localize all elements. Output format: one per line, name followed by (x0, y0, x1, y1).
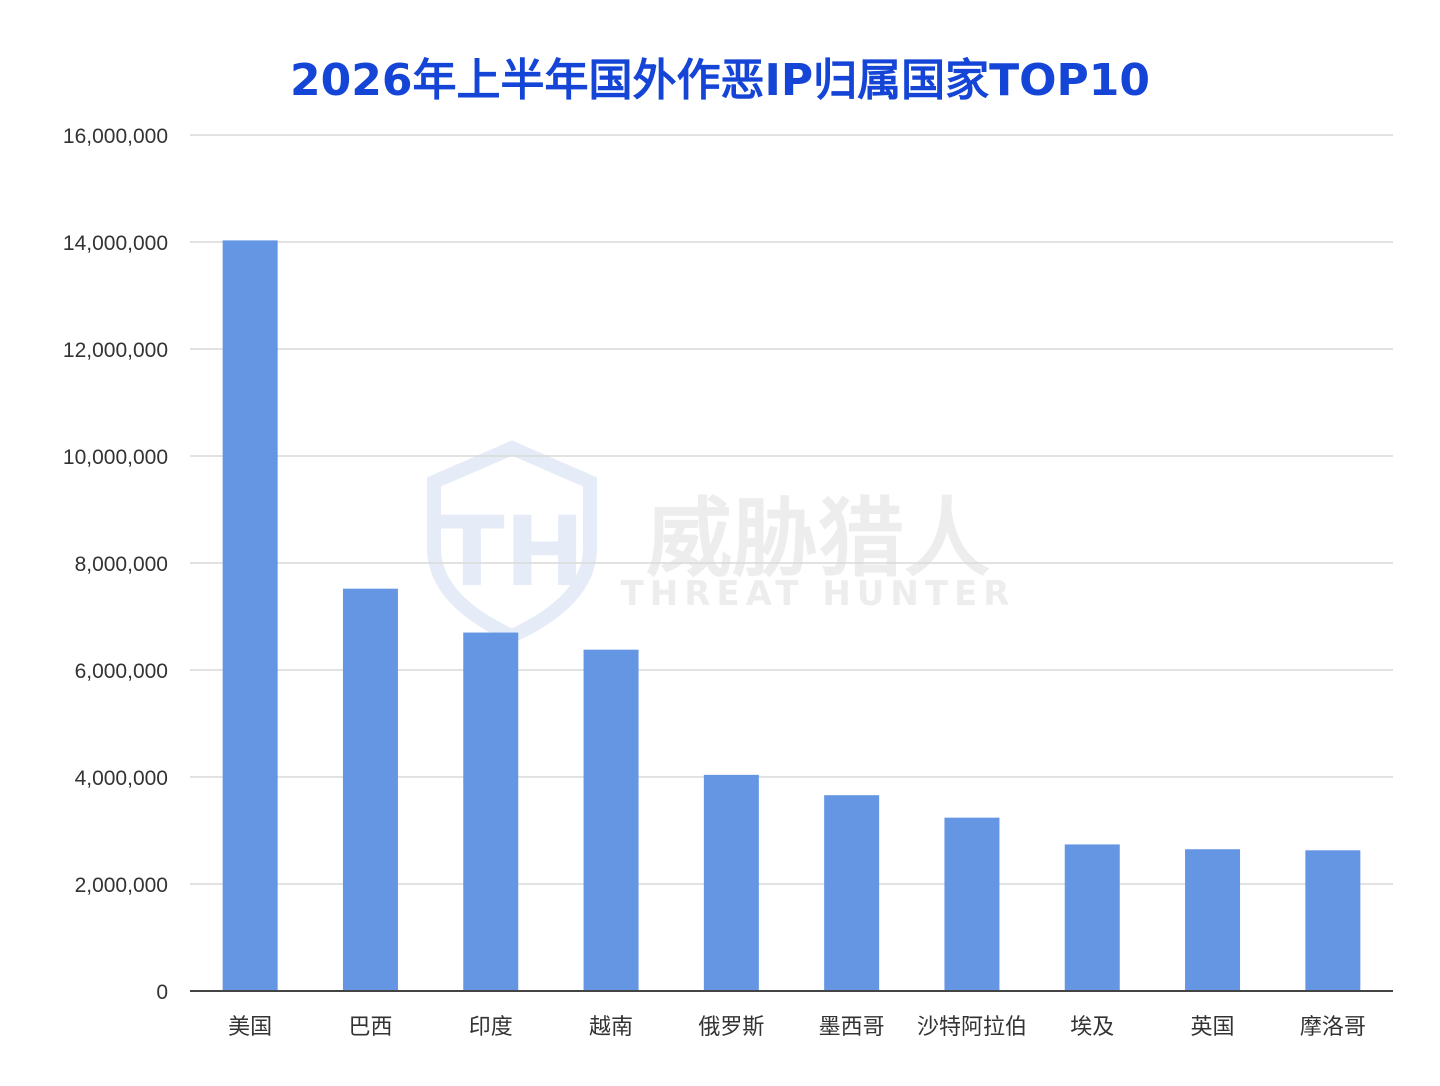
bar-7 (1064, 844, 1120, 991)
bar-8 (1185, 849, 1241, 991)
x-tick-label: 美国 (228, 1015, 272, 1040)
bar-0 (222, 240, 278, 991)
y-tick-label: 4,000,000 (75, 767, 168, 790)
x-tick-label: 越南 (589, 1015, 633, 1040)
x-tick-label: 巴西 (348, 1015, 392, 1040)
bar-6 (944, 817, 1000, 991)
y-tick-label: 14,000,000 (63, 232, 168, 255)
y-tick-label: 12,000,000 (63, 339, 168, 362)
x-tick-label: 墨西哥 (819, 1015, 885, 1040)
bar-2 (463, 632, 519, 991)
y-tick-label: 2,000,000 (75, 874, 168, 897)
x-tick-label: 埃及 (1070, 1015, 1114, 1040)
y-tick-label: 10,000,000 (63, 446, 168, 469)
y-tick-label: 6,000,000 (75, 660, 168, 683)
x-tick-label: 沙特阿拉伯 (917, 1015, 1027, 1040)
watermark: TH 威胁猎人 THREAT HUNTER (427, 440, 1016, 644)
shield-logo-icon: TH (427, 440, 597, 644)
y-tick-label: 8,000,000 (75, 553, 168, 576)
bars (222, 240, 1361, 991)
bar-4 (703, 774, 759, 991)
chart-title: 2026年上半年国外作恶IP归属国家TOP10 (290, 55, 1150, 106)
y-axis-ticks: 0 2,000,000 4,000,000 6,000,000 8,000,000 10,… (63, 125, 168, 1004)
bar-1 (342, 588, 398, 991)
watermark-brand-en: THREAT HUNTER (621, 574, 1016, 614)
bar-3 (583, 649, 639, 991)
x-tick-label: 印度 (469, 1015, 513, 1040)
y-tick-label: 16,000,000 (63, 125, 168, 148)
x-tick-label: 摩洛哥 (1300, 1015, 1366, 1040)
x-tick-label: 英国 (1191, 1015, 1235, 1040)
bar-5 (824, 795, 880, 991)
x-axis-ticks: 美国 巴西 印度 越南 俄罗斯 墨西哥 沙特阿拉伯 埃及 英国 摩洛哥 (228, 1015, 1366, 1040)
watermark-logo-letters: TH (439, 496, 585, 608)
grid-lines (190, 134, 1393, 885)
bar-9 (1305, 850, 1361, 991)
y-tick-label: 0 (156, 981, 168, 1004)
watermark-brand-cn: 威胁猎人 (646, 489, 990, 589)
x-tick-label: 俄罗斯 (698, 1015, 764, 1040)
